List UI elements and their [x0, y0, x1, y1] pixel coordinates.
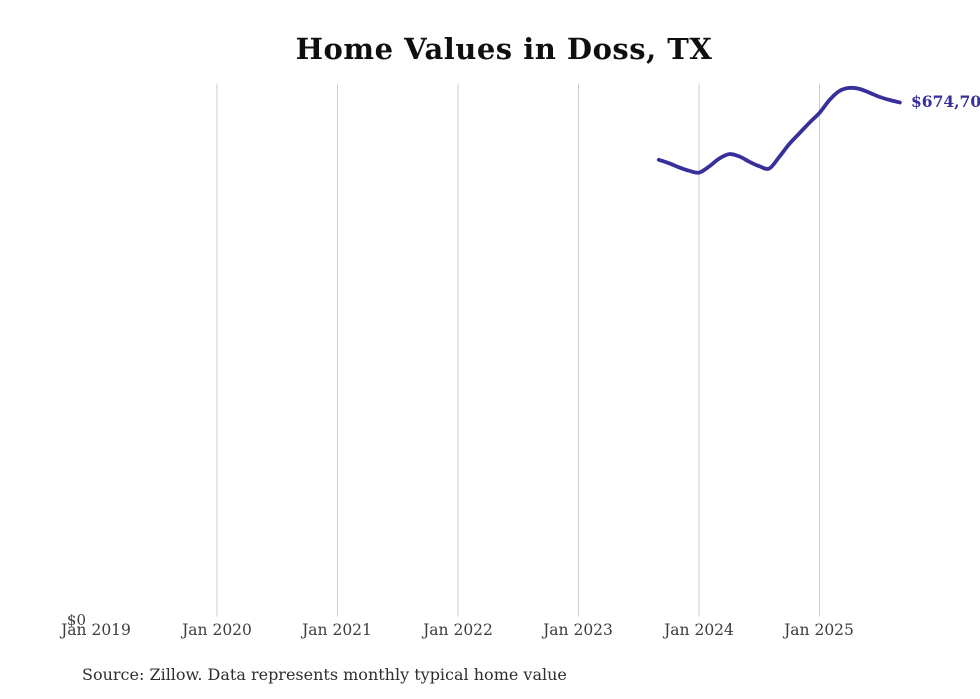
- x-tick-jan-2020: Jan 2020: [182, 621, 252, 639]
- x-tick-jan-2025: Jan 2025: [784, 621, 854, 639]
- home-value-line: [656, 85, 902, 175]
- line-end-value-label: $674,700: [911, 92, 980, 111]
- x-tick-jan-2023: Jan 2023: [543, 621, 613, 639]
- x-tick-jan-2024: Jan 2024: [664, 621, 734, 639]
- x-tick-jan-2019: Jan 2019: [61, 621, 131, 639]
- chart-title: Home Values in Doss, TX: [295, 32, 713, 66]
- source-note: Source: Zillow. Data represents monthly …: [82, 665, 567, 684]
- x-tick-jan-2022: Jan 2022: [423, 621, 493, 639]
- y-axis-zero-label: $0: [66, 611, 86, 629]
- x-tick-jan-2021: Jan 2021: [302, 621, 372, 639]
